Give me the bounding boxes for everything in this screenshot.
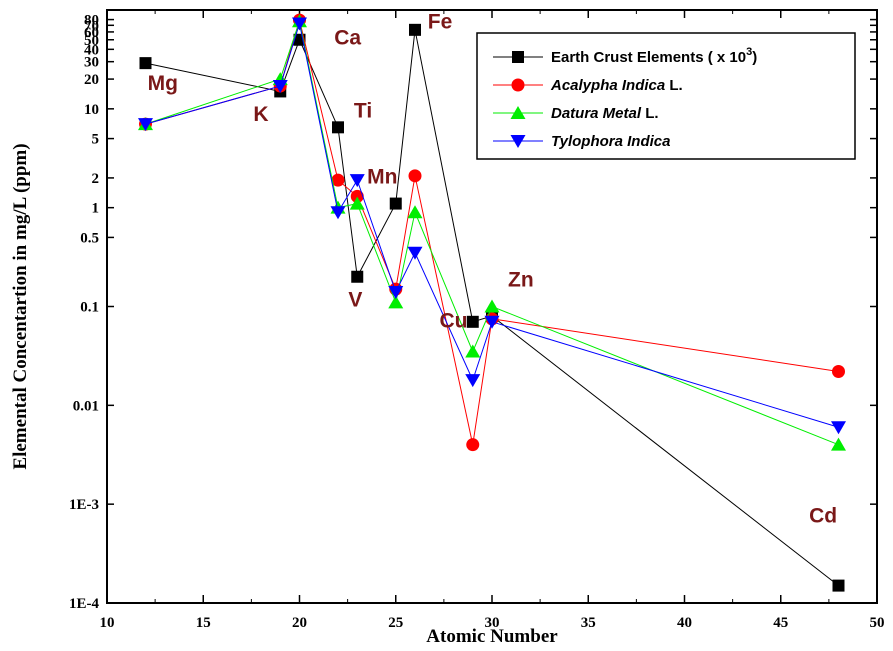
element-label: V [348, 289, 362, 312]
plot-area: 10 15 20 25 30 35 40 45 5080706050403020105210.5… [69, 9, 885, 631]
element-label: Ca [334, 26, 361, 49]
data-point [408, 169, 422, 183]
legend-marker [511, 78, 525, 92]
data-point [832, 579, 845, 592]
element-label: K [253, 103, 268, 126]
y-tick-label: 40 [84, 42, 99, 58]
x-tick-label: 25 [388, 615, 403, 631]
data-point [466, 315, 479, 328]
series-line [145, 23, 839, 428]
series-line [145, 29, 839, 586]
legend-label: Datura Metal L. [551, 105, 659, 122]
y-tick-label: 1E-3 [69, 497, 99, 513]
data-point [388, 286, 404, 300]
y-tick-label: 80 [84, 13, 99, 29]
data-point [465, 344, 481, 358]
y-tick-label: 0.5 [80, 230, 99, 246]
element-label: Cu [440, 310, 468, 333]
x-tick-label: 45 [773, 615, 788, 631]
element-label: Ti [354, 99, 372, 122]
data-point [465, 374, 481, 388]
element-label: Mg [148, 72, 178, 95]
data-point [139, 57, 152, 70]
x-tick-label: 20 [292, 615, 307, 631]
y-axis-title: Elemental Concentartion in mg/L (ppm) [10, 143, 31, 469]
y-tick-label: 0.01 [73, 398, 99, 414]
legend-label: Tylophora Indica [551, 133, 670, 150]
data-point [407, 246, 423, 260]
y-tick-label: 60 [84, 25, 99, 41]
data-point [409, 23, 421, 36]
y-tick-label: 20 [84, 72, 99, 88]
x-tick-label: 50 [870, 615, 885, 631]
x-tick-label: 40 [677, 615, 692, 631]
data-point [331, 173, 345, 187]
y-tick-label: 2 [92, 171, 100, 187]
legend-marker [512, 51, 524, 63]
element-label: Mn [367, 166, 397, 189]
y-tick-label: 10 [84, 102, 99, 118]
data-point [484, 315, 500, 329]
x-axis-title: Atomic Number [426, 626, 558, 647]
data-point [831, 421, 846, 435]
y-tick-label: 50 [84, 33, 99, 49]
legend-box [476, 32, 856, 160]
y-tick-label: 1 [92, 201, 100, 217]
legend-marker [510, 135, 526, 148]
data-point [831, 437, 846, 451]
y-tick-label: 30 [84, 55, 99, 71]
element-label: Fe [428, 10, 453, 33]
data-point [330, 206, 346, 220]
x-tick-label: 35 [581, 615, 596, 631]
data-point [388, 295, 404, 309]
x-tick-label: 10 [100, 615, 115, 631]
y-tick-label: 5 [92, 132, 100, 148]
data-point [389, 197, 402, 210]
x-tick-label: 15 [196, 615, 211, 631]
x-tick-label: 30 [485, 615, 500, 631]
data-point [138, 118, 153, 132]
legend: Earth Crust Elements ( x 103) Acalypha In… [476, 32, 856, 160]
data-point [350, 189, 364, 203]
data-point [349, 196, 365, 210]
element-label: Cd [809, 505, 837, 528]
legend-marker [510, 106, 526, 119]
series-line [145, 19, 839, 446]
data-point [407, 205, 423, 219]
y-tick-label: 1E-4 [69, 596, 100, 612]
series-layer [138, 13, 846, 592]
legend-label: Acalypha Indica L. [550, 77, 683, 94]
series-3 [138, 17, 846, 435]
data-point [832, 364, 845, 378]
data-point [351, 270, 364, 283]
data-point [272, 80, 288, 94]
data-point [332, 121, 344, 134]
y-tick-label: 70 [84, 18, 99, 34]
data-point [292, 17, 307, 31]
data-point [484, 299, 500, 313]
data-point [349, 174, 365, 188]
y-tick-label: 0.1 [80, 300, 99, 316]
legend-label: Earth Crust Elements ( x 103) [551, 46, 757, 66]
element-label: Zn [508, 268, 534, 291]
data-point [466, 438, 480, 452]
element-labels: Mg K Ca Ti Mn V Fe Cu Zn Cd [148, 10, 837, 527]
